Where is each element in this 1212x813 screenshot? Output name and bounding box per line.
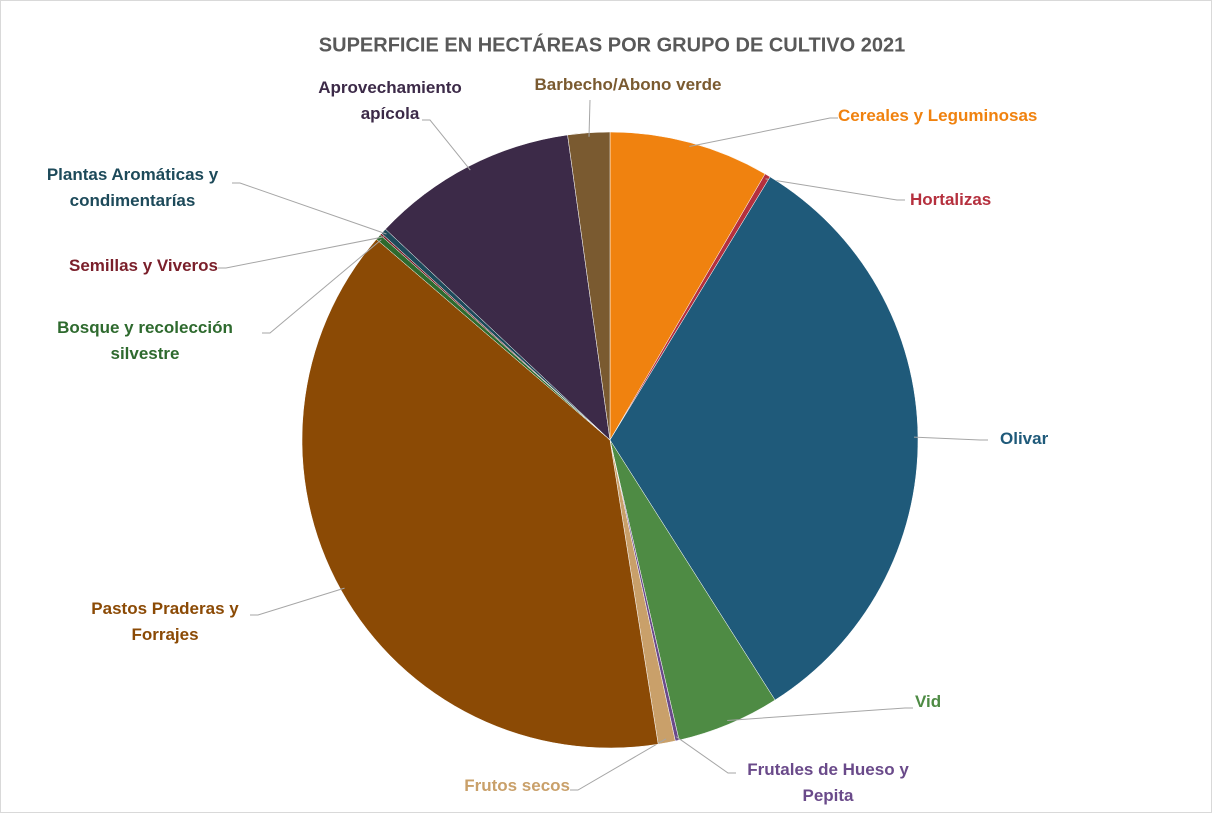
pie-slice [609, 131, 766, 441]
leader-line [422, 119, 471, 171]
leader-line [218, 236, 384, 269]
slice-label: Aprovechamiento apícola [318, 78, 462, 123]
leader-line [262, 239, 382, 334]
slice-label: Plantas Aromáticas y condimentarías [46, 165, 219, 210]
leader-line [676, 736, 736, 774]
slice-label: Cereales y Leguminosas [838, 106, 1038, 125]
slice-label: Pastos Praderas y Forrajes [91, 599, 239, 644]
slice-label: Barbecho/Abono verde [534, 75, 722, 94]
slice-label: Olivar [1000, 429, 1049, 448]
leader-line [765, 178, 905, 201]
slice-label: Frutos secos [464, 776, 570, 795]
chart-title: SUPERFICIE EN HECTÁREAS POR GRUPO DE CUL… [319, 33, 905, 56]
slice-label: Vid [915, 692, 942, 711]
leader-line [727, 707, 913, 721]
slice-label: Frutales de Hueso y Pepita [747, 760, 909, 805]
leader-line [689, 117, 838, 148]
leader-line [232, 182, 387, 235]
leader-line [913, 436, 988, 441]
pie-slice [385, 134, 611, 441]
leader-line [570, 738, 667, 791]
leader-line [588, 99, 591, 137]
slice-label: Semillas y Viveros [68, 256, 218, 275]
pie-slice [301, 238, 659, 749]
leader-line [250, 587, 345, 616]
slice-label: Bosque y recolección silvestre [57, 318, 233, 363]
slice-label: Hortalizas [910, 190, 992, 209]
